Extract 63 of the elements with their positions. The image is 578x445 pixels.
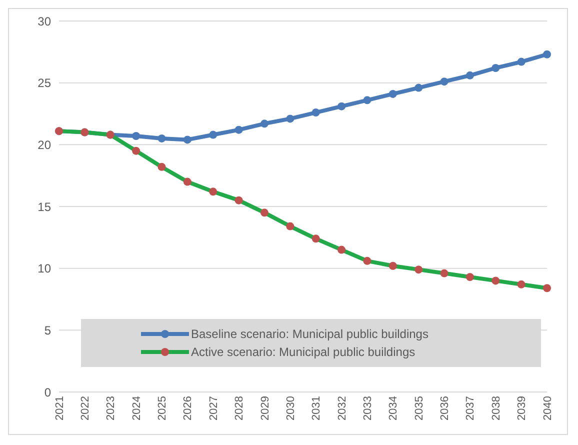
x-tick-label: 2028 [234,396,246,420]
point [388,262,397,270]
point [183,136,192,144]
point [312,108,320,117]
x-tick-label: 2024 [130,396,143,420]
point [209,188,218,196]
point [492,276,500,285]
point [260,120,268,128]
y-tick-label: 10 [38,262,52,276]
point [132,146,140,155]
legend-label: Baseline scenario: Municipal public buildings [191,327,428,341]
x-tick-label: 2025 [156,396,169,420]
point [286,114,294,123]
x-tick-label: 2037 [464,396,477,420]
point [517,280,526,288]
x-tick-label: 2029 [259,396,272,420]
point [517,58,526,66]
point [388,90,397,98]
point [312,234,320,243]
x-tick-label: 2027 [208,396,220,420]
point [363,256,372,265]
point [234,126,243,134]
point [338,102,346,110]
point [440,78,448,86]
point [132,132,140,140]
point [286,222,294,230]
x-tick-label: 2039 [516,396,528,420]
x-tick-label: 2035 [413,396,426,420]
y-tick-label: 20 [38,138,52,152]
point [158,134,166,142]
x-tick-label: 2026 [182,396,194,420]
x-tick-label: 2023 [105,396,118,420]
x-tick-label: 2033 [362,396,374,420]
y-tick-label: 5 [44,323,52,338]
point [183,178,192,186]
y-tick-label: 25 [38,76,52,90]
point [543,50,551,58]
point [414,84,423,92]
x-tick-label: 2032 [336,396,348,420]
point [492,64,500,72]
x-tick-label: 2030 [284,396,297,420]
x-tick-label: 2021 [54,396,66,420]
x-tick-label: 2036 [439,396,452,420]
point [260,208,268,217]
x-tick-label: 2040 [542,396,554,420]
point [543,284,551,292]
point [209,130,218,139]
x-tick-label: 2031 [310,396,323,420]
x-tick-label: 2034 [388,396,400,420]
point [234,196,243,204]
point [158,162,166,171]
y-tick-label: 30 [38,14,52,28]
point [466,272,474,281]
point [466,71,474,80]
y-tick-label: 15 [38,200,52,214]
point [363,96,372,104]
x-tick-label: 2022 [79,396,92,420]
point [440,269,448,278]
point [338,246,346,254]
x-tick-label: 2038 [490,396,502,420]
point [414,266,423,274]
legend-label: Active scenario: Municipal public buildings [191,345,416,359]
y-tick-label: 0 [44,385,52,400]
